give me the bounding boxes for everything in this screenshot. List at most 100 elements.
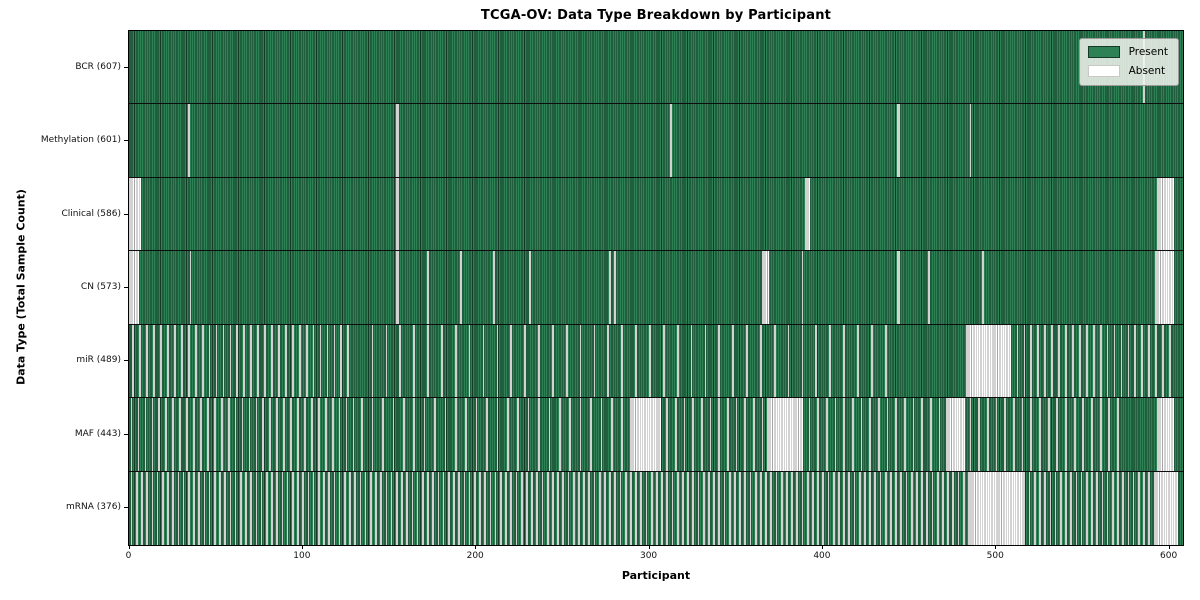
absent-segment bbox=[369, 471, 372, 545]
absent-segment bbox=[215, 324, 218, 398]
absent-segment bbox=[413, 398, 416, 471]
absent-segment bbox=[860, 398, 863, 471]
legend: Present Absent bbox=[1078, 38, 1179, 86]
absent-segment bbox=[427, 324, 429, 398]
absent-segment bbox=[619, 471, 622, 545]
absent-segment bbox=[890, 471, 892, 545]
absent-segment bbox=[1155, 251, 1175, 324]
absent-segment bbox=[182, 471, 185, 545]
absent-segment bbox=[916, 471, 918, 545]
absent-segment bbox=[141, 471, 143, 545]
absent-segment bbox=[593, 471, 596, 545]
absent-segment bbox=[354, 471, 357, 545]
absent-segment bbox=[905, 471, 908, 545]
absent-segment bbox=[395, 104, 400, 177]
absent-segment bbox=[385, 471, 388, 545]
absent-segment bbox=[177, 471, 180, 545]
absent-segment bbox=[877, 398, 880, 471]
absent-segment bbox=[656, 471, 658, 545]
absent-segment bbox=[671, 471, 674, 545]
absent-segment bbox=[527, 398, 530, 471]
absent-segment bbox=[349, 471, 351, 545]
absent-segment bbox=[281, 471, 284, 545]
absent-segment bbox=[392, 398, 395, 471]
absent-segment bbox=[697, 471, 700, 545]
absent-segment bbox=[895, 398, 897, 471]
absent-segment bbox=[621, 324, 624, 398]
absent-segment bbox=[129, 251, 140, 324]
absent-segment bbox=[338, 471, 341, 545]
absent-segment bbox=[676, 471, 679, 545]
absent-segment bbox=[1072, 324, 1074, 398]
absent-segment bbox=[650, 471, 653, 545]
absent-segment bbox=[371, 324, 374, 398]
absent-segment bbox=[437, 471, 440, 545]
absent-segment bbox=[304, 398, 306, 471]
absent-segment bbox=[857, 324, 859, 398]
absent-segment bbox=[690, 324, 693, 398]
absent-segment bbox=[853, 471, 856, 545]
absent-segment bbox=[286, 471, 289, 545]
absent-segment bbox=[255, 471, 258, 545]
absent-segment bbox=[1091, 398, 1093, 471]
absent-segment bbox=[479, 471, 481, 545]
absent-segment bbox=[224, 471, 227, 545]
absent-segment bbox=[338, 398, 341, 471]
absent-segment bbox=[541, 471, 544, 545]
absent-segment bbox=[427, 251, 429, 324]
absent-segment bbox=[160, 324, 162, 398]
y-tick-label: BCR (607) bbox=[75, 61, 121, 72]
y-tick-label: miR (489) bbox=[76, 355, 121, 366]
absent-segment bbox=[427, 471, 429, 545]
absent-segment bbox=[692, 471, 695, 545]
absent-segment bbox=[434, 398, 436, 471]
absent-segment bbox=[172, 398, 175, 471]
absent-segment bbox=[1044, 324, 1047, 398]
absent-segment bbox=[283, 398, 285, 471]
legend-item-present: Present bbox=[1087, 46, 1168, 58]
absent-segment bbox=[493, 251, 495, 324]
absent-segment bbox=[957, 471, 960, 545]
absent-segment bbox=[843, 324, 845, 398]
absent-segment bbox=[1156, 398, 1175, 471]
absent-segment bbox=[978, 398, 981, 471]
chart-title: TCGA-OV: Data Type Breakdown by Particip… bbox=[480, 8, 832, 23]
absent-segment bbox=[402, 398, 405, 471]
absent-segment bbox=[1030, 398, 1033, 471]
absent-segment bbox=[517, 398, 520, 471]
absent-segment bbox=[326, 324, 329, 398]
absent-segment bbox=[1044, 471, 1047, 545]
absent-segment bbox=[801, 324, 804, 398]
absent-segment bbox=[727, 398, 729, 471]
absent-segment bbox=[600, 398, 603, 471]
absent-segment bbox=[151, 398, 154, 471]
absent-segment bbox=[1117, 398, 1119, 471]
absent-segment bbox=[208, 471, 211, 545]
absent-segment bbox=[250, 471, 253, 545]
absent-segment bbox=[709, 398, 712, 471]
absent-segment bbox=[1049, 471, 1052, 545]
absent-segment bbox=[1065, 398, 1067, 471]
absent-segment bbox=[1156, 177, 1175, 251]
absent-segment bbox=[682, 471, 684, 545]
absent-segment bbox=[262, 398, 265, 471]
absent-segment bbox=[812, 471, 814, 545]
plot-area: Present Absent bbox=[128, 30, 1184, 546]
absent-segment bbox=[760, 471, 762, 545]
present-swatch bbox=[1087, 46, 1120, 58]
absent-segment bbox=[640, 471, 643, 545]
absent-segment bbox=[1051, 324, 1053, 398]
absent-segment bbox=[441, 324, 443, 398]
absent-segment bbox=[796, 471, 799, 545]
absent-segment bbox=[291, 471, 294, 545]
absent-segment bbox=[352, 398, 355, 471]
absent-segment bbox=[718, 471, 721, 545]
absent-segment bbox=[614, 471, 617, 545]
absent-segment bbox=[181, 324, 183, 398]
absent-segment bbox=[229, 324, 232, 398]
absent-segment bbox=[454, 324, 457, 398]
absent-segment bbox=[132, 324, 135, 398]
absent-segment bbox=[395, 251, 400, 324]
absent-segment bbox=[395, 471, 398, 545]
absent-segment bbox=[629, 471, 632, 545]
